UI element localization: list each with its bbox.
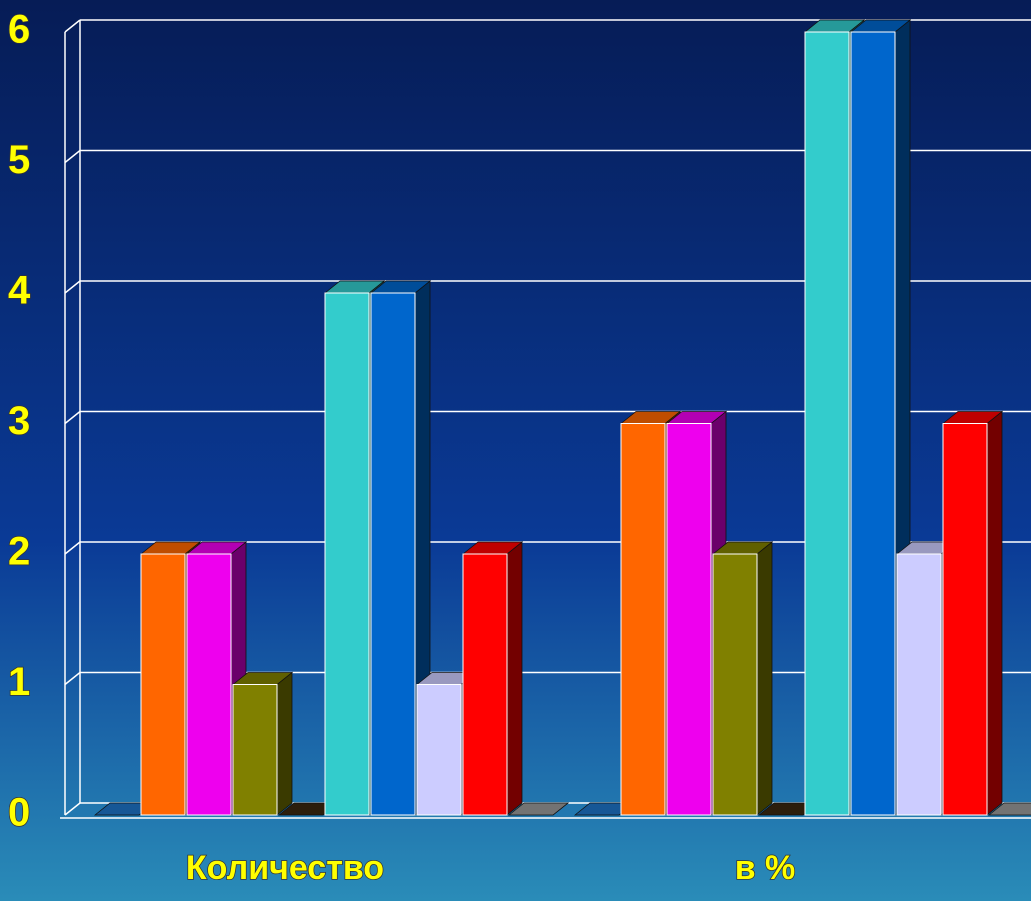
bar — [370, 292, 416, 816]
grid-line — [64, 671, 81, 686]
bar — [666, 423, 712, 816]
bar — [620, 423, 666, 816]
bar-top — [987, 802, 1031, 816]
y-tick-label: 5 — [8, 138, 30, 182]
y-tick-label: 1 — [8, 660, 30, 704]
bar — [140, 553, 186, 816]
y-tick-label: 0 — [8, 791, 30, 835]
bar — [896, 553, 942, 816]
bar-side — [986, 410, 1003, 816]
bar — [462, 553, 508, 816]
y-tick-label: 2 — [8, 530, 30, 574]
x-tick-label: в % — [735, 849, 796, 887]
y-tick-label: 3 — [8, 399, 30, 443]
y-tick-label: 4 — [8, 269, 31, 313]
bar — [416, 684, 462, 816]
grid-line — [64, 280, 81, 294]
grid-line — [64, 149, 81, 164]
bar — [232, 684, 278, 816]
y-tick-label: 6 — [8, 8, 30, 52]
bar-side — [276, 671, 293, 816]
bar — [942, 423, 988, 816]
bar — [712, 553, 758, 816]
bar — [324, 292, 370, 816]
bar-top — [507, 802, 570, 816]
bar — [804, 31, 850, 816]
bar-side — [506, 541, 523, 816]
grid-line — [64, 802, 81, 816]
grid-line — [64, 410, 81, 425]
bar-side — [756, 541, 773, 816]
bar — [186, 553, 232, 816]
grid-line — [64, 19, 81, 33]
x-tick-label: Количество — [186, 849, 384, 887]
grid-line — [64, 541, 81, 555]
bar — [850, 31, 896, 816]
